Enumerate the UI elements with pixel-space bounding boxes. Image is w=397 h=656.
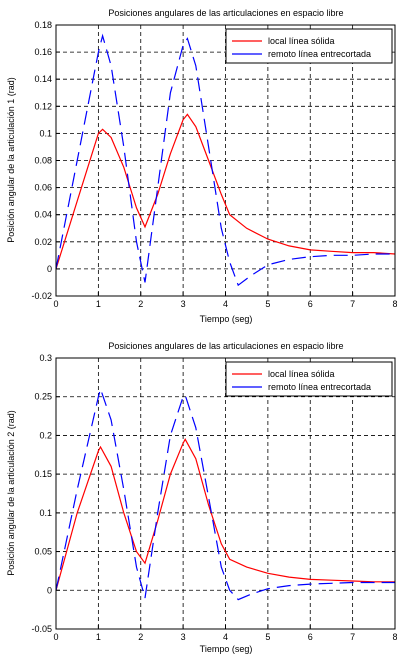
series-local-line [55, 113, 396, 270]
x-tick-label: 4 [223, 299, 228, 309]
y-tick-label: 0.16 [34, 47, 52, 57]
y-tick-label: 0.18 [34, 20, 52, 30]
y-tick-label: 0.12 [34, 101, 52, 111]
legend-box [225, 361, 393, 397]
x-tick-label: 8 [392, 299, 397, 309]
y-tick-label: 0 [47, 264, 52, 274]
x-tick-label: 3 [181, 632, 186, 642]
chart-articulacion-2: Posiciones angulares de las articulacion… [6, 341, 397, 654]
legend: local línea sólida remoto línea entrecor… [225, 361, 393, 397]
x-tick-label: 7 [350, 299, 355, 309]
x-tick-label: 1 [96, 632, 101, 642]
chart-title: Posiciones angulares de las articulacion… [108, 341, 343, 351]
legend-label-local: local línea sólida [268, 369, 335, 379]
y-tick-label: 0.1 [39, 508, 52, 518]
y-tick-label: 0.1 [39, 128, 52, 138]
y-tick-label: -0.02 [31, 291, 52, 301]
legend-box [225, 28, 393, 64]
y-axis-label: Posición angular de la articulación 2 (r… [6, 410, 16, 576]
y-tick-label: 0.3 [39, 353, 52, 363]
chart-articulacion-1: Posiciones angulares de las articulacion… [6, 8, 397, 324]
legend-label-local: local línea sólida [268, 36, 335, 46]
x-tick-label: 4 [223, 632, 228, 642]
x-axis-label: Tiempo (seg) [200, 644, 253, 654]
y-tick-label: 0 [47, 585, 52, 595]
x-tick-label: 2 [138, 299, 143, 309]
y-axis-label: Posición angular de la articulación 1 (r… [6, 77, 16, 243]
x-tick-label: 2 [138, 632, 143, 642]
y-tick-label: 0.2 [39, 430, 52, 440]
y-tick-label: 0.15 [34, 469, 52, 479]
legend-label-remoto: remoto línea entrecortada [268, 382, 371, 392]
y-tick-label: 0.08 [34, 156, 52, 166]
x-axis-label: Tiempo (seg) [200, 314, 253, 324]
x-tick-label: 3 [181, 299, 186, 309]
x-tick-label: 7 [350, 632, 355, 642]
y-tick-label: 0.04 [34, 210, 52, 220]
series-remoto-line [55, 33, 395, 287]
series-local-line [55, 438, 395, 591]
y-tick-label: 0.05 [34, 547, 52, 557]
y-tick-label: -0.05 [31, 624, 52, 634]
x-tick-label: 5 [265, 299, 270, 309]
y-tick-label: 0.25 [34, 392, 52, 402]
y-tick-label: 0.14 [34, 74, 52, 84]
y-tick-label: 0.02 [34, 237, 52, 247]
x-tick-label: 1 [96, 299, 101, 309]
x-tick-label: 0 [53, 632, 58, 642]
x-tick-label: 8 [392, 632, 397, 642]
x-tick-label: 5 [265, 632, 270, 642]
chart-title: Posiciones angulares de las articulacion… [108, 8, 343, 18]
y-tick-label: 0.06 [34, 183, 52, 193]
series-remoto-line [55, 386, 395, 601]
x-tick-label: 6 [308, 632, 313, 642]
legend-label-remoto: remoto línea entrecortada [268, 49, 371, 59]
x-tick-label: 0 [53, 299, 58, 309]
legend: local línea sólida remoto línea entrecor… [225, 28, 393, 64]
x-tick-label: 6 [308, 299, 313, 309]
